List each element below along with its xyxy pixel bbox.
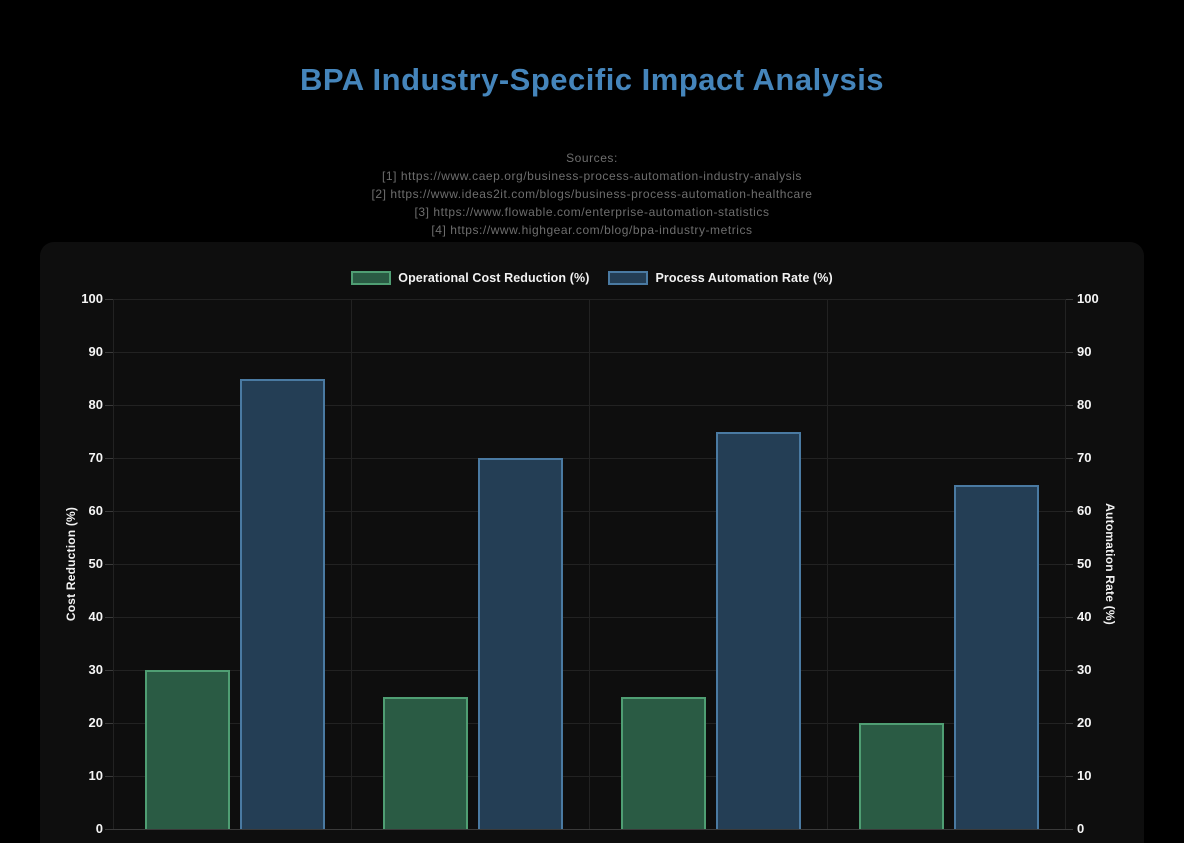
y-axis-line-right [1065, 299, 1066, 829]
y-tick-label-left: 60 [88, 503, 103, 518]
y-tick-mark-left [105, 723, 113, 724]
y-tick-mark-right [1065, 299, 1073, 300]
chart-card: Operational Cost Reduction (%) Process A… [40, 242, 1144, 843]
sources-heading: Sources: [566, 151, 618, 165]
y-tick-mark-right [1065, 564, 1073, 565]
bar-cost-reduction-4[interactable] [859, 723, 944, 829]
source-link-4: [4] https://www.highgear.com/blog/bpa-in… [431, 223, 753, 237]
y-tick-mark-left [105, 776, 113, 777]
sources-block: Sources: [1] https://www.caep.org/busine… [0, 149, 1184, 239]
y-tick-label-right: 60 [1077, 503, 1092, 518]
y-tick-mark-right [1065, 617, 1073, 618]
y-tick-label-right: 50 [1077, 556, 1092, 571]
bar-automation-rate-1[interactable] [240, 378, 325, 829]
y-tick-mark-left [105, 511, 113, 512]
y-tick-mark-right [1065, 723, 1073, 724]
bar-cost-reduction-1[interactable] [145, 670, 230, 829]
y-tick-label-left: 90 [88, 344, 103, 359]
y-tick-mark-right [1065, 405, 1073, 406]
y-tick-mark-left [105, 617, 113, 618]
y-tick-label-right: 0 [1077, 821, 1085, 836]
y-tick-mark-left [105, 829, 113, 830]
y-tick-mark-right [1065, 670, 1073, 671]
y-tick-label-right: 40 [1077, 609, 1092, 624]
y-tick-mark-left [105, 405, 113, 406]
y-tick-label-left: 40 [88, 609, 103, 624]
source-link-2: [2] https://www.ideas2it.com/blogs/busin… [371, 187, 813, 201]
source-link-3: [3] https://www.flowable.com/enterprise-… [414, 205, 770, 219]
y-tick-label-left: 80 [88, 397, 103, 412]
bar-chart-plot: 0 0 10 10 20 20 30 30 40 40 50 50 60 60 70 70 80 80 90 90 10… [40, 242, 1144, 843]
y-tick-label-left: 70 [88, 450, 103, 465]
y-tick-mark-left [105, 670, 113, 671]
bar-automation-rate-4[interactable] [954, 484, 1039, 829]
legend-label-automation-rate: Process Automation Rate (%) [655, 271, 833, 285]
bar-cost-reduction-2[interactable] [383, 696, 468, 829]
y-tick-label-right: 10 [1077, 768, 1092, 783]
page-title: BPA Industry-Specific Impact Analysis [299, 62, 885, 97]
y-tick-mark-left [105, 564, 113, 565]
y-tick-label-left: 30 [88, 662, 103, 677]
chart-legend: Operational Cost Reduction (%) Process A… [40, 271, 1144, 285]
y-tick-label-left: 50 [88, 556, 103, 571]
y-tick-mark-left [105, 299, 113, 300]
y-tick-mark-right [1065, 458, 1073, 459]
y-tick-mark-right [1065, 829, 1073, 830]
legend-label-cost-reduction: Operational Cost Reduction (%) [398, 271, 590, 285]
y-tick-mark-right [1065, 352, 1073, 353]
y-tick-label-right: 70 [1077, 450, 1092, 465]
y-tick-label-right: 30 [1077, 662, 1092, 677]
y-tick-mark-right [1065, 511, 1073, 512]
x-axis-line [113, 829, 1065, 830]
bar-cost-reduction-3[interactable] [621, 696, 706, 829]
gridline-vertical [351, 299, 352, 829]
legend-item-cost-reduction[interactable]: Operational Cost Reduction (%) [351, 271, 589, 285]
bar-automation-rate-2[interactable] [478, 458, 563, 829]
y-tick-label-left: 100 [81, 291, 103, 306]
y-tick-mark-left [105, 352, 113, 353]
y-tick-mark-right [1065, 776, 1073, 777]
legend-swatch-green [351, 271, 392, 285]
y-tick-label-left: 0 [95, 821, 103, 836]
gridline-vertical [589, 299, 590, 829]
y-axis-line-left [113, 299, 114, 829]
y-tick-mark-left [105, 458, 113, 459]
y-tick-label-right: 20 [1077, 715, 1092, 730]
gridline-vertical [827, 299, 828, 829]
y-tick-label-right: 80 [1077, 397, 1092, 412]
y-tick-label-left: 10 [88, 768, 103, 783]
y-tick-label-right: 100 [1077, 291, 1099, 306]
legend-item-automation-rate[interactable]: Process Automation Rate (%) [608, 271, 833, 285]
y-tick-label-left: 20 [88, 715, 103, 730]
bar-automation-rate-3[interactable] [716, 431, 801, 829]
source-link-1: [1] https://www.caep.org/business-proces… [381, 169, 802, 183]
legend-swatch-blue [608, 271, 649, 285]
y-tick-label-right: 90 [1077, 344, 1092, 359]
